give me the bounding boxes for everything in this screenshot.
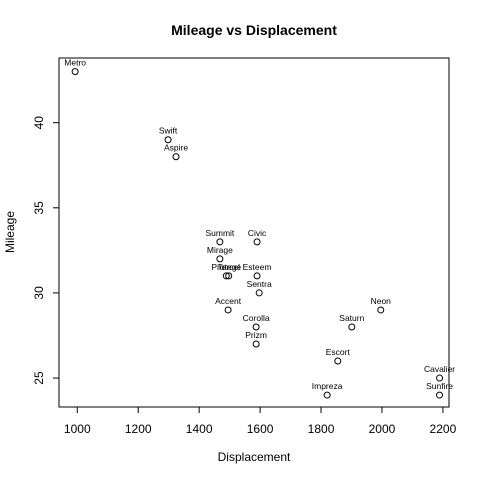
x-axis-label: Displacement — [218, 450, 291, 464]
point-label: Corolla — [243, 313, 270, 323]
data-point — [323, 391, 331, 399]
point-label: Escort — [326, 347, 351, 357]
data-point — [255, 289, 263, 297]
point-label: Metro — [64, 58, 86, 68]
point-label: Sunfire — [426, 381, 453, 391]
data-point — [252, 323, 260, 331]
data-point — [253, 238, 261, 246]
data-point — [224, 306, 232, 314]
data-point — [252, 340, 260, 348]
data-point — [253, 272, 261, 280]
x-tick-label: 1000 — [64, 422, 91, 436]
point-label: Civic — [248, 228, 267, 238]
point-label: Tercel — [217, 262, 240, 272]
data-point — [334, 357, 342, 365]
point-label: Summit — [205, 228, 234, 238]
data-point — [216, 255, 224, 263]
data-point — [377, 306, 385, 314]
point-label: Sentra — [247, 279, 272, 289]
point-label: Prizm — [245, 330, 267, 340]
point-label: Impreza — [312, 381, 343, 391]
point-label: Esteem — [243, 262, 272, 272]
y-tick-label: 25 — [32, 371, 46, 385]
point-label: Mirage — [207, 245, 233, 255]
data-point — [164, 136, 172, 144]
data-point — [71, 68, 79, 76]
y-axis: 25 30 35 40 — [32, 116, 59, 385]
data-point — [225, 272, 233, 280]
data-point — [216, 238, 224, 246]
data-point — [172, 153, 180, 161]
data-points: Metro Swift Aspire Summit Civic Mirage Protege… — [64, 58, 455, 399]
x-tick-label: 1600 — [247, 422, 274, 436]
point-label: Aspire — [164, 143, 188, 153]
point-label: Cavalier — [424, 364, 455, 374]
data-point — [436, 391, 444, 399]
data-point — [222, 272, 230, 280]
chart-title: Mileage vs Displacement — [171, 22, 337, 38]
data-point — [348, 323, 356, 331]
x-axis: 1000 1200 1400 1600 1800 2000 2200 — [64, 407, 457, 436]
point-label: Saturn — [339, 313, 364, 323]
y-tick-label: 35 — [32, 201, 46, 215]
y-tick-label: 40 — [32, 116, 46, 130]
x-tick-label: 1400 — [186, 422, 213, 436]
data-point — [436, 374, 444, 382]
x-tick-label: 1800 — [308, 422, 335, 436]
x-tick-label: 2000 — [369, 422, 396, 436]
y-tick-label: 30 — [32, 286, 46, 300]
point-label: Protege — [211, 262, 241, 272]
plot-frame — [58, 57, 450, 408]
point-label: Swift — [159, 126, 178, 136]
x-tick-label: 2200 — [430, 422, 457, 436]
point-label: Accent — [215, 296, 242, 306]
x-tick-label: 1200 — [125, 422, 152, 436]
y-axis-label: Mileage — [3, 211, 17, 253]
point-label: Neon — [371, 296, 392, 306]
